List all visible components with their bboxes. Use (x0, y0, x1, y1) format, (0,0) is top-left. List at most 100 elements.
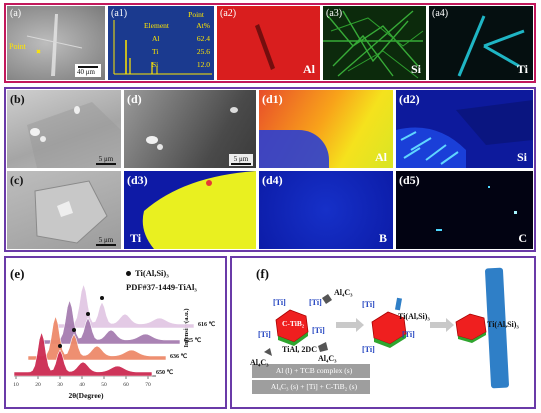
panel-a2-label: (a2) (220, 8, 237, 19)
eds-row-element: Al (152, 34, 160, 43)
eds-row-at: 25.6 (196, 47, 210, 56)
eds-table: Point Element At% Al 62.4 Ti 25.6 Si 12.… (144, 10, 210, 69)
sem-a-features (26, 14, 101, 77)
x-tick-label: 20 (35, 382, 41, 388)
x-tick-label: 30 (57, 382, 63, 388)
eds-row-at: 62.4 (196, 34, 210, 43)
peak-dot-icon (58, 344, 62, 348)
f-c-tib2: C-TiB₂ (282, 319, 305, 328)
mechanism-schematic (252, 267, 509, 394)
legend-phase: Ti(Al,Si)₃ (135, 268, 169, 278)
panel-d1-label: (d1) (262, 92, 283, 106)
x-tick-label: 50 (101, 382, 107, 388)
panel-d2-element: Si (516, 150, 527, 164)
f-al4c3-right: Al₄C₃ (318, 354, 337, 363)
panel-d2-si-map: (d2) Si (396, 90, 533, 168)
panel-d3-label: (d3) (127, 173, 148, 187)
x-axis-title: 2θ(Degree) (68, 391, 104, 400)
xrd-plot: 102030405060702θ(Degree)Intensity(a.u.)6… (13, 282, 216, 400)
f-ti-tag: [Ti] (312, 326, 325, 335)
xrd-curve (27, 314, 167, 361)
f-tial-2dc: TiAl, 2DC (282, 345, 317, 354)
panel-d-sem: (d) 5 μm (124, 90, 256, 168)
eds-col-element: Element (144, 21, 169, 30)
panel-c-sem: (c) 5 μm (7, 171, 121, 249)
temp-label: 625 ℃ (184, 337, 202, 344)
f-al4c3-left: Al₄C₃ (250, 358, 269, 367)
xrd-curve (13, 330, 153, 377)
f-ti-al-si-3: Ti(Al,Si)₃ (398, 312, 430, 321)
panel-a1-label: (a1) (111, 8, 128, 19)
f-al4c3-top: Al₄C₃ (334, 288, 353, 297)
panel-d5-c-map: (d5) C (396, 171, 533, 249)
f-eq1: Al (l) + TCB complex (s) (275, 366, 353, 375)
panel-a3-si-map: (a3) Si (323, 6, 426, 80)
f-ti-tag: [Ti] (309, 298, 322, 307)
f-ti-al-si-3-rod: Ti(Al,Si)₃ (487, 320, 519, 329)
x-tick-label: 10 (13, 382, 19, 388)
f-ti-tag: [Ti] (402, 330, 415, 339)
panel-a4-element: Ti (516, 62, 528, 76)
panel-d3-element: Ti (130, 231, 142, 245)
panel-d5-element: C (518, 231, 527, 245)
legend-dot-icon (126, 271, 131, 276)
temp-label: 650 ℃ (156, 369, 174, 376)
panel-a2-element: Al (303, 62, 315, 76)
panel-d5-label: (d5) (399, 173, 420, 187)
panel-c-label: (c) (10, 173, 24, 187)
panel-b-scalebar: 5 μm (96, 155, 116, 165)
eds-col-at: At% (196, 21, 210, 30)
f-ti-tag: [Ti] (362, 345, 375, 354)
panel-d2-label: (d2) (399, 92, 420, 106)
panel-d-scalebar: 5 μm (231, 155, 251, 165)
panel-b-scale: 5 μm (98, 155, 114, 163)
xrd-curve (55, 282, 195, 329)
panel-f-label: (f) (256, 266, 269, 281)
peak-dot-icon (86, 312, 90, 316)
panel-d3-ti-map: (d3) Ti (124, 171, 256, 249)
panel-b-sem: (b) 5 μm (7, 90, 121, 168)
eds-title: Point (188, 10, 204, 19)
x-tick-label: 60 (123, 382, 129, 388)
eds-row-at: 12.0 (196, 60, 210, 69)
panel-e-label: (e) (10, 266, 25, 281)
panel-a-sem: (a) Point 40 μm (7, 6, 105, 80)
xrd-legend: Ti(Al,Si)₃ PDF#37-1449-TiAl₃ (126, 266, 197, 294)
f-eq2: Al₄C₃ (s) + [Ti] + C-TiB₂ (s) (270, 382, 358, 391)
f-ti-tag: [Ti] (362, 300, 375, 309)
f-ti-tag: [Ti] (258, 330, 271, 339)
panel-b-label: (b) (10, 92, 25, 106)
panel-f-frame (230, 256, 536, 409)
row-bd-frame (4, 87, 536, 252)
peak-dot-icon (100, 296, 104, 300)
temp-label: 616 ℃ (198, 321, 216, 328)
eds-row-element: Ti (152, 47, 159, 56)
panel-d-label: (d) (127, 92, 142, 106)
point-marker-icon (36, 49, 41, 54)
panel-e-frame (4, 256, 227, 409)
eds-spectrum (113, 20, 212, 75)
legend-pdf: PDF#37-1449-TiAl₃ (126, 282, 197, 292)
panel-c-scale: 5 μm (98, 236, 114, 244)
x-tick-label: 40 (79, 382, 85, 388)
panel-a4-ti-map: (a4) Ti (429, 6, 533, 80)
xrd-curve (41, 298, 181, 345)
peak-dot-icon (72, 328, 76, 332)
panel-a3-element: Si (410, 62, 421, 76)
panel-d4-element: B (378, 231, 387, 245)
panel-a2-al-map: (a2) Al (217, 6, 320, 80)
f-ti-tag: [Ti] (273, 298, 286, 307)
panel-a1-eds: (a1) Point Element At% Al 62.4 Ti 25.6 S… (108, 6, 214, 80)
panel-d4-b-map: (d4) B (259, 171, 393, 249)
panel-a3-label: (a3) (326, 8, 343, 19)
eds-row-element: Si (152, 60, 159, 69)
point-label: Point (9, 42, 26, 51)
panel-d1-element: Al (375, 150, 387, 164)
panel-a-label: (a) (10, 8, 22, 19)
temp-label: 636 ℃ (170, 353, 188, 360)
panel-a4-label: (a4) (432, 8, 449, 19)
x-tick-label: 70 (145, 382, 151, 388)
panel-d4-label: (d4) (262, 173, 283, 187)
panel-d-scale: 5 μm (233, 155, 249, 163)
row-a-frame (4, 3, 536, 83)
